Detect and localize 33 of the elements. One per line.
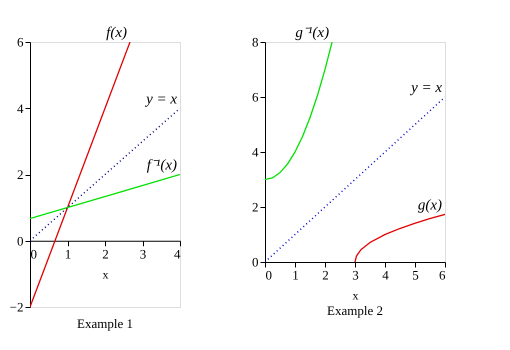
x-tick-label: 0 [30,246,37,262]
series-label: g(x) [418,197,442,214]
x-tick-label: 3 [140,246,146,262]
y-tick-label: 8 [252,34,258,50]
line-series [354,214,445,262]
y-tick-label: −2 [10,300,24,314]
x-tick-label: 4 [174,246,181,262]
y-tick-label: 6 [17,34,24,50]
y-tick-label: 6 [252,90,259,104]
x-tick-label: 2 [322,268,329,282]
y-tick-label: 2 [17,167,24,182]
series-label: y = x [409,80,442,96]
series-label: g⁻¹(x) [295,25,330,41]
y-tick-label: 2 [252,200,258,214]
series-label: y = x [144,91,178,108]
x-tick-label: 5 [412,268,419,282]
x-axis-title: x [352,288,358,302]
x-tick-label: 3 [352,268,359,282]
x-tick-label: 1 [292,268,299,282]
y-tick-label: 4 [252,144,259,160]
text: Example 1 [77,316,133,331]
x-tick-label: 0 [266,268,272,282]
y-tick-label: 4 [17,100,24,116]
series-label: f⁻¹(x) [146,158,178,174]
y-tick-label: 0 [17,233,24,248]
series-label: f(x) [106,25,128,41]
line-series [265,42,333,180]
x-tick-label: 4 [382,268,390,282]
x-tick-label: 1 [64,246,72,262]
x-tick-label: 2 [102,246,109,262]
x-tick-label: 6 [439,268,446,282]
text: Example 2 [327,303,383,318]
x-axis-title: x [102,267,108,282]
